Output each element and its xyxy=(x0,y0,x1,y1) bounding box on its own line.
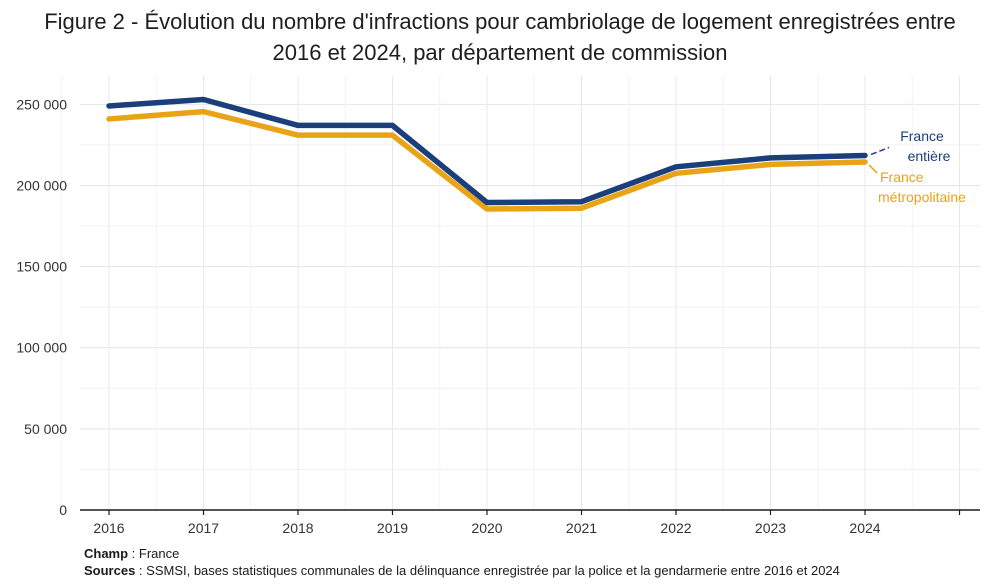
x-tick-label: 2019 xyxy=(377,520,408,536)
x-tick-label: 2016 xyxy=(93,520,124,536)
footnote-sources-text: : SSMSI, bases statistiques communales d… xyxy=(135,563,840,578)
series-label: France xyxy=(900,128,944,144)
y-tick-label: 50 000 xyxy=(24,421,67,437)
footnote-sources-label: Sources xyxy=(84,563,136,578)
y-tick-label: 200 000 xyxy=(16,177,67,193)
x-tick-label: 2017 xyxy=(188,520,219,536)
series-label: France xyxy=(880,169,924,185)
chart-title-line-1: Figure 2 - Évolution du nombre d'infract… xyxy=(44,9,956,34)
footnote-sources: Sources : SSMSI, bases statistiques comm… xyxy=(84,563,840,579)
label-leader xyxy=(870,146,890,156)
y-tick-label: 250 000 xyxy=(16,96,67,112)
chart-title: Figure 2 - Évolution du nombre d'infract… xyxy=(0,6,1000,68)
series-label: métropolitaine xyxy=(878,189,966,205)
x-tick-label: 2024 xyxy=(849,520,880,536)
x-tick-label: 2020 xyxy=(471,520,502,536)
series-label: entière xyxy=(908,148,951,164)
x-tick-label: 2018 xyxy=(282,520,313,536)
y-tick-label: 0 xyxy=(59,502,67,518)
y-tick-label: 150 000 xyxy=(16,259,67,275)
x-tick-label: 2022 xyxy=(660,520,691,536)
x-tick-label: 2021 xyxy=(566,520,597,536)
series-line xyxy=(106,96,868,206)
footnote-champ-label: Champ xyxy=(84,546,129,561)
series-line xyxy=(106,108,868,212)
label-leader xyxy=(868,164,878,174)
chart-title-line-2: 2016 et 2024, par département de commiss… xyxy=(272,40,728,65)
footnote-champ: Champ : France xyxy=(84,546,179,562)
x-tick-label: 2023 xyxy=(755,520,786,536)
footnote-champ-text: : France xyxy=(128,546,180,561)
y-tick-label: 100 000 xyxy=(16,340,67,356)
